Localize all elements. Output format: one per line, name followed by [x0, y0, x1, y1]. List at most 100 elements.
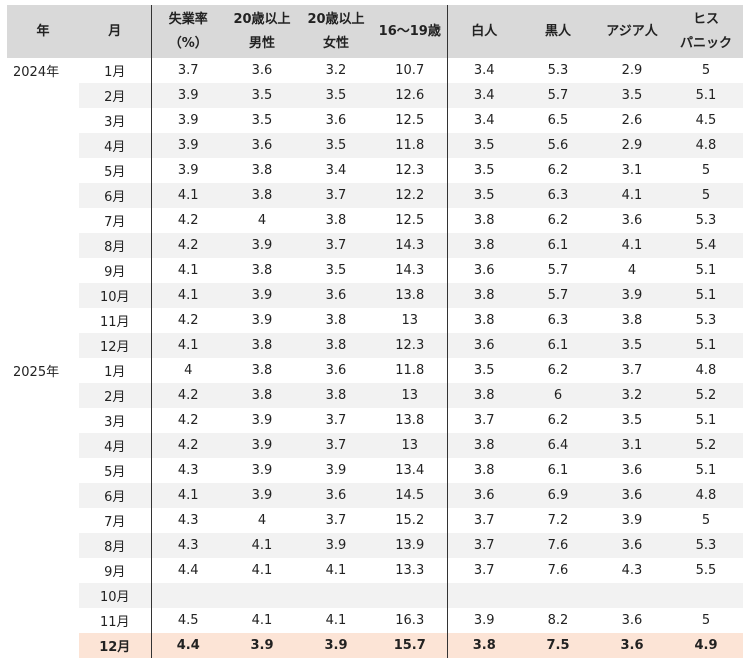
women-20-plus-cell: 4.1: [325, 563, 347, 578]
table-row: 11月 4.2 3.9 3.8 13 3.8 6.3 3.8 5.3: [7, 308, 743, 333]
men-20-plus-cell: 3.8: [225, 183, 299, 208]
table-row: 10月: [7, 583, 743, 608]
men-20-plus-cell: 3.8: [251, 363, 273, 378]
black-cell: 6.2: [547, 413, 569, 428]
men-20-plus-cell: 3.9: [225, 433, 299, 458]
teen-16-19-cell: 13.8: [373, 283, 447, 308]
year-cell: [7, 583, 79, 608]
asian-cell: 3.1: [621, 163, 643, 178]
year-cell: [7, 558, 79, 583]
table-row: 2024年 1月 3.7 3.6 3.2 10.7 3.4 5.3 2.9 5: [7, 58, 743, 83]
teen-16-19-cell: 13: [373, 383, 447, 408]
hispanic-cell: 4.9: [669, 633, 743, 658]
men-20-plus-cell: 4.1: [225, 533, 299, 558]
header-asian: アジア人: [595, 5, 669, 58]
white-cell: 3.5: [446, 158, 521, 183]
black-cell: 5.3: [547, 63, 569, 78]
women-20-plus-cell: 3.5: [299, 83, 373, 108]
asian-cell: 3.6: [621, 463, 643, 478]
year-cell: [7, 483, 79, 508]
white-cell: 3.5: [446, 358, 521, 383]
table-row: 12月 4.4 3.9 3.9 15.7 3.8 7.5 3.6 4.9: [7, 633, 743, 658]
unemployment-rate-cell: 3.9: [150, 108, 225, 133]
unemployment-rate-cell: 4.2: [150, 433, 225, 458]
teen-16-19-cell: [373, 583, 447, 608]
teen-16-19-cell: 11.8: [373, 133, 447, 158]
table-row: 2025年 1月 4 3.8 3.6 11.8 3.5 6.2 3.7 4.8: [7, 358, 743, 383]
table-row: 9月 4.1 3.8 3.5 14.3 3.6 5.7 4 5.1: [7, 258, 743, 283]
hispanic-cell: 4.5: [695, 113, 717, 128]
asian-cell: 3.8: [621, 313, 643, 328]
table-row: 2月 3.9 3.5 3.5 12.6 3.4 5.7 3.5 5.1: [7, 83, 743, 108]
teen-16-19-cell: 16.3: [395, 613, 425, 628]
month-cell: 12月: [79, 333, 151, 358]
teen-16-19-cell: 12.3: [395, 163, 425, 178]
month-cell: 4月: [79, 433, 151, 458]
black-cell: 6.2: [547, 213, 569, 228]
teen-16-19-cell: 12.3: [373, 333, 447, 358]
hispanic-cell: 5.3: [669, 533, 743, 558]
unemployment-rate-cell: 4.2: [150, 308, 225, 333]
teen-16-19-cell: 13.9: [373, 533, 447, 558]
asian-cell: 4: [627, 263, 637, 278]
men-20-plus-cell: [225, 583, 299, 608]
black-cell: 6.1: [521, 333, 595, 358]
men-20-plus-cell: 4.1: [251, 613, 273, 628]
asian-cell: 3.5: [595, 333, 669, 358]
women-20-plus-cell: 3.7: [299, 183, 373, 208]
asian-cell: 3.6: [621, 213, 643, 228]
hispanic-cell: 5.3: [695, 213, 717, 228]
year-cell: [7, 183, 79, 208]
table-row: 7月 4.2 4 3.8 12.5 3.8 6.2 3.6 5.3: [7, 208, 743, 233]
asian-cell: 3.5: [595, 83, 669, 108]
women-20-plus-cell: 3.6: [325, 113, 347, 128]
teen-16-19-cell: 13: [373, 433, 447, 458]
white-cell: 3.6: [446, 333, 521, 358]
white-cell: 3.4: [446, 108, 521, 133]
year-cell: [7, 283, 79, 308]
white-cell: 3.8: [446, 233, 521, 258]
unemployment-rate-cell: 4.3: [150, 458, 225, 483]
teen-16-19-cell: 12.5: [395, 113, 425, 128]
unemployment-rate-cell: 4.3: [150, 508, 225, 533]
header-women-20-plus: 20歳以上 女性: [299, 5, 373, 58]
teen-16-19-cell: 14.3: [373, 233, 447, 258]
unemployment-rate-cell: 4.1: [150, 183, 225, 208]
white-cell: 3.7: [446, 408, 521, 433]
black-cell: 7.5: [521, 633, 595, 658]
unemployment-table: 年 月 失業率 （%） 20歳以上 男性 20歳以上 女性 16～19歳 白人: [7, 5, 744, 658]
year-cell: [7, 383, 79, 408]
asian-cell: 3.1: [595, 433, 669, 458]
teen-16-19-cell: 14.5: [373, 483, 447, 508]
hispanic-cell: 5: [701, 163, 711, 178]
black-cell: 6.5: [547, 113, 569, 128]
white-cell: 3.8: [446, 433, 521, 458]
black-cell: 5.7: [547, 263, 569, 278]
month-cell: 2月: [79, 83, 151, 108]
unemployment-rate-cell: 4.2: [150, 383, 225, 408]
black-cell: 5.6: [521, 133, 595, 158]
women-20-plus-cell: 3.6: [299, 283, 373, 308]
women-20-plus-cell: 3.7: [325, 513, 347, 528]
white-cell: 3.6: [446, 258, 521, 283]
women-20-plus-cell: 3.9: [325, 463, 347, 478]
white-cell: 3.5: [446, 133, 521, 158]
women-20-plus-cell: 3.7: [299, 433, 373, 458]
header-teen-16-19: 16～19歳: [373, 5, 447, 58]
black-cell: 6.4: [521, 433, 595, 458]
women-20-plus-cell: 3.9: [299, 633, 373, 658]
hispanic-cell: 5.3: [695, 313, 717, 328]
unemployment-rate-cell: 4.4: [150, 633, 225, 658]
asian-cell: 2.6: [621, 113, 643, 128]
asian-cell: 4.1: [595, 233, 669, 258]
unemployment-rate-cell: 3.9: [150, 133, 225, 158]
hispanic-cell: 5: [701, 613, 711, 628]
asian-cell: 2.9: [595, 133, 669, 158]
black-cell: 5.7: [521, 283, 595, 308]
year-cell: [7, 258, 79, 283]
year-cell: 2024年: [7, 58, 79, 83]
black-cell: 6.3: [521, 183, 595, 208]
white-cell: 3.8: [446, 633, 521, 658]
month-cell: 3月: [104, 115, 126, 130]
unemployment-rate-cell: 4.4: [150, 558, 225, 583]
